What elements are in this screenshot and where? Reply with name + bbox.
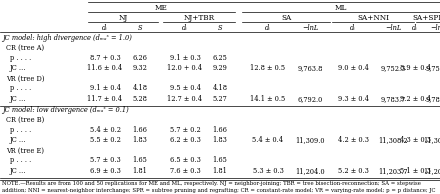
- Text: 11.7 ± 0.4: 11.7 ± 0.4: [88, 95, 123, 103]
- Text: ML: ML: [335, 3, 347, 11]
- Text: 9,783.7: 9,783.7: [380, 95, 406, 103]
- Text: 1.66: 1.66: [132, 126, 147, 133]
- Text: 12.8 ± 0.5: 12.8 ± 0.5: [250, 64, 286, 72]
- Text: 8.9 ± 0.4: 8.9 ± 0.4: [400, 64, 430, 72]
- Text: 5.27: 5.27: [213, 95, 227, 103]
- Text: JC …: JC …: [10, 95, 26, 103]
- Text: 5.5 ± 0.2: 5.5 ± 0.2: [90, 136, 121, 144]
- Text: p . . . .: p . . . .: [10, 54, 31, 61]
- Text: 9.1 ± 0.4: 9.1 ± 0.4: [89, 85, 121, 93]
- Text: 11.6 ± 0.4: 11.6 ± 0.4: [88, 64, 123, 72]
- Text: NJ: NJ: [118, 14, 128, 22]
- Text: p . . . .: p . . . .: [10, 126, 31, 133]
- Text: S: S: [138, 23, 142, 31]
- Text: 1.83: 1.83: [132, 136, 147, 144]
- Text: 6.9 ± 0.3: 6.9 ± 0.3: [90, 167, 121, 175]
- Text: 6.26: 6.26: [132, 54, 147, 61]
- Text: addition; NNI = nearest-neighbor interchange; SPR = subtree pruning and regrafti: addition; NNI = nearest-neighbor interch…: [2, 188, 436, 193]
- Text: 12.0 + 0.4: 12.0 + 0.4: [168, 64, 202, 72]
- Text: 1.65: 1.65: [132, 157, 147, 165]
- Text: 11,308.2: 11,308.2: [423, 136, 440, 144]
- Text: JC …: JC …: [10, 64, 26, 72]
- Text: −lnL: −lnL: [430, 23, 440, 31]
- Text: dₜ: dₜ: [350, 23, 356, 31]
- Text: dₜ: dₜ: [265, 23, 271, 31]
- Text: 5.7 ± 0.3: 5.7 ± 0.3: [90, 157, 121, 165]
- Text: 6,792.0: 6,792.0: [297, 95, 323, 103]
- Text: 7.6 ± 0.3: 7.6 ± 0.3: [170, 167, 200, 175]
- Text: 9.29: 9.29: [213, 64, 227, 72]
- Text: SA+NNI: SA+NNI: [357, 14, 389, 22]
- Text: JC …: JC …: [10, 136, 26, 144]
- Text: 6.2 ± 0.3: 6.2 ± 0.3: [169, 136, 201, 144]
- Text: 5.4 ± 0.4: 5.4 ± 0.4: [253, 136, 283, 144]
- Text: 11,308.2: 11,308.2: [378, 136, 408, 144]
- Text: 4.18: 4.18: [213, 85, 227, 93]
- Text: 9,763.8: 9,763.8: [297, 64, 323, 72]
- Text: S: S: [218, 23, 222, 31]
- Text: 5.3 ± 0.3: 5.3 ± 0.3: [253, 167, 283, 175]
- Text: 1.65: 1.65: [213, 157, 227, 165]
- Text: VR (tree E): VR (tree E): [6, 146, 44, 154]
- Text: SA: SA: [281, 14, 291, 22]
- Text: 9,752.2: 9,752.2: [425, 64, 440, 72]
- Text: 9.0 ± 0.4: 9.0 ± 0.4: [337, 64, 368, 72]
- Text: dₜ: dₜ: [412, 23, 418, 31]
- Text: 9.5 ± 0.4: 9.5 ± 0.4: [169, 85, 201, 93]
- Text: 5.1 ± 0.3: 5.1 ± 0.3: [400, 167, 430, 175]
- Text: 6.25: 6.25: [213, 54, 227, 61]
- Text: −lnL: −lnL: [302, 23, 318, 31]
- Text: dₜ: dₜ: [182, 23, 188, 31]
- Text: p . . . .: p . . . .: [10, 157, 31, 165]
- Text: 9.2 ± 0.4: 9.2 ± 0.4: [400, 95, 430, 103]
- Text: 1.66: 1.66: [213, 126, 227, 133]
- Text: 11,309.0: 11,309.0: [295, 136, 325, 144]
- Text: 9.1 ± 0.3: 9.1 ± 0.3: [169, 54, 201, 61]
- Text: 4.2 ± 0.3: 4.2 ± 0.3: [337, 136, 368, 144]
- Text: 5.7 ± 0.2: 5.7 ± 0.2: [170, 126, 200, 133]
- Text: JC model: high divergence (dₘₐˣ = 1.0): JC model: high divergence (dₘₐˣ = 1.0): [2, 34, 132, 42]
- Text: p . . . .: p . . . .: [10, 85, 31, 93]
- Text: VR (tree D): VR (tree D): [6, 74, 44, 82]
- Text: 11,203.7: 11,203.7: [378, 167, 408, 175]
- Text: JC …: JC …: [10, 167, 26, 175]
- Text: JC model: low divergence (dₘₐˣ = 0.1): JC model: low divergence (dₘₐˣ = 0.1): [2, 107, 129, 114]
- Text: 4.3 ± 0.3: 4.3 ± 0.3: [400, 136, 430, 144]
- Text: 5.2 ± 0.3: 5.2 ± 0.3: [337, 167, 368, 175]
- Text: 11,204.0: 11,204.0: [295, 167, 325, 175]
- Text: −lnL: −lnL: [385, 23, 401, 31]
- Text: 9.32: 9.32: [132, 64, 147, 72]
- Text: 1.81: 1.81: [132, 167, 147, 175]
- Text: 9,783.3: 9,783.3: [425, 95, 440, 103]
- Text: NJ+TBR: NJ+TBR: [183, 14, 215, 22]
- Text: CR (tree A): CR (tree A): [6, 43, 44, 51]
- Text: 9.3 ± 0.4: 9.3 ± 0.4: [337, 95, 368, 103]
- Text: 5.28: 5.28: [132, 95, 147, 103]
- Text: ME: ME: [155, 3, 168, 11]
- Text: 12.7 ± 0.4: 12.7 ± 0.4: [168, 95, 202, 103]
- Text: 9,752.3: 9,752.3: [380, 64, 406, 72]
- Text: 5.4 ± 0.2: 5.4 ± 0.2: [89, 126, 121, 133]
- Text: 14.1 ± 0.5: 14.1 ± 0.5: [250, 95, 286, 103]
- Text: 1.81: 1.81: [213, 167, 227, 175]
- Text: NOTE.—Results are from 100 and 50 replications for ME and ML, respectively. NJ =: NOTE.—Results are from 100 and 50 replic…: [2, 182, 421, 186]
- Text: CR (tree B): CR (tree B): [6, 115, 44, 124]
- Text: 1.83: 1.83: [213, 136, 227, 144]
- Text: 8.7 + 0.3: 8.7 + 0.3: [90, 54, 121, 61]
- Text: 6.5 ± 0.3: 6.5 ± 0.3: [169, 157, 201, 165]
- Text: 11,203.7: 11,203.7: [423, 167, 440, 175]
- Text: SA+SPR: SA+SPR: [412, 14, 440, 22]
- Text: 4.18: 4.18: [132, 85, 147, 93]
- Text: dₜ: dₜ: [102, 23, 108, 31]
